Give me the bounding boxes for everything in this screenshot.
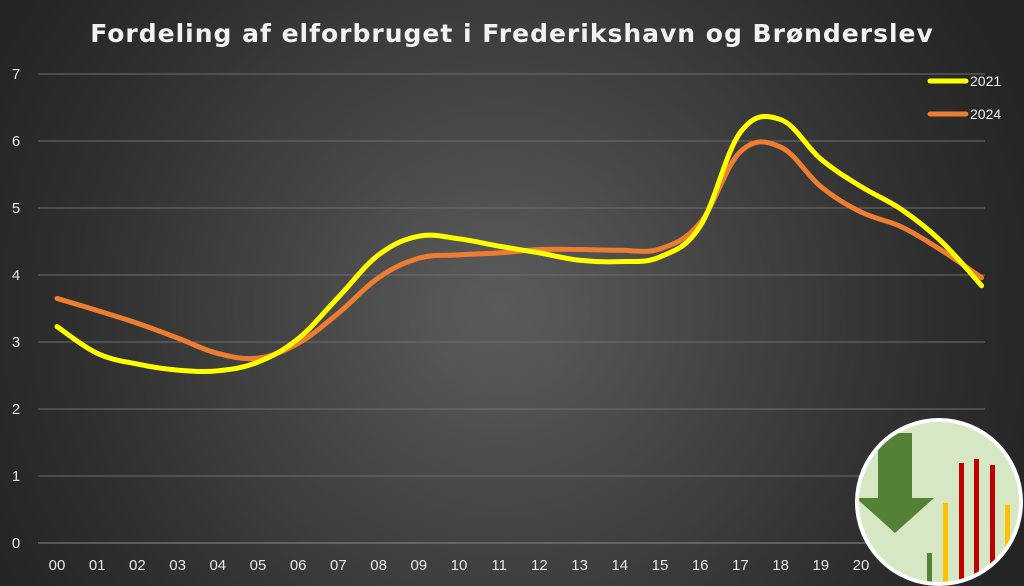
x-tick-label: 03 [169, 557, 186, 574]
x-tick-label: 12 [531, 557, 548, 574]
gridlines [38, 73, 985, 544]
x-tick-label: 18 [772, 557, 789, 574]
legend-label-2024: 2024 [970, 106, 1001, 122]
y-tick-label: 0 [12, 535, 20, 552]
y-tick-label: 6 [12, 133, 20, 150]
y-tick-label: 7 [12, 66, 20, 83]
y-axis-ticks: 0 1 2 3 4 5 6 7 [12, 66, 20, 552]
chart-title: Fordeling af elforbruget i Frederikshavn… [90, 19, 934, 48]
x-tick-label: 09 [410, 557, 427, 574]
x-tick-label: 08 [370, 557, 387, 574]
x-tick-label: 04 [209, 557, 226, 574]
x-tick-label: 06 [290, 557, 307, 574]
logo-bar [943, 503, 948, 582]
y-tick-label: 3 [12, 334, 20, 351]
x-tick-label: 01 [89, 557, 106, 574]
logo-bar [990, 465, 995, 582]
y-tick-label: 1 [12, 468, 20, 485]
x-axis-ticks: 00 01 02 03 04 05 06 07 08 09 10 11 12 13 14 15 16 17 18 19… [49, 557, 990, 574]
y-tick-label: 5 [12, 200, 20, 217]
logo-bar [974, 459, 979, 582]
x-tick-label: 00 [49, 557, 66, 574]
x-tick-label: 17 [732, 557, 749, 574]
legend: 2021 2024 [927, 73, 1001, 122]
energy-savings-logo [855, 418, 1023, 586]
y-tick-label: 2 [12, 401, 20, 418]
x-tick-label: 11 [491, 557, 507, 574]
series-lines [54, 113, 985, 375]
x-tick-label: 07 [330, 557, 347, 574]
series-line-2021 [54, 113, 985, 375]
x-tick-label: 05 [250, 557, 267, 574]
x-tick-label: 15 [652, 557, 669, 574]
y-tick-label: 4 [12, 267, 20, 284]
x-tick-label: 16 [692, 557, 709, 574]
x-tick-label: 10 [451, 557, 468, 574]
down-arrow-icon [859, 433, 934, 533]
legend-label-2021: 2021 [970, 73, 1001, 89]
logo-bar [927, 553, 932, 582]
x-tick-label: 20 [853, 557, 870, 574]
x-tick-label: 19 [812, 557, 829, 574]
logo-bar [959, 463, 964, 582]
x-tick-label: 13 [571, 557, 588, 574]
x-tick-label: 02 [129, 557, 146, 574]
x-tick-label: 14 [611, 557, 628, 574]
